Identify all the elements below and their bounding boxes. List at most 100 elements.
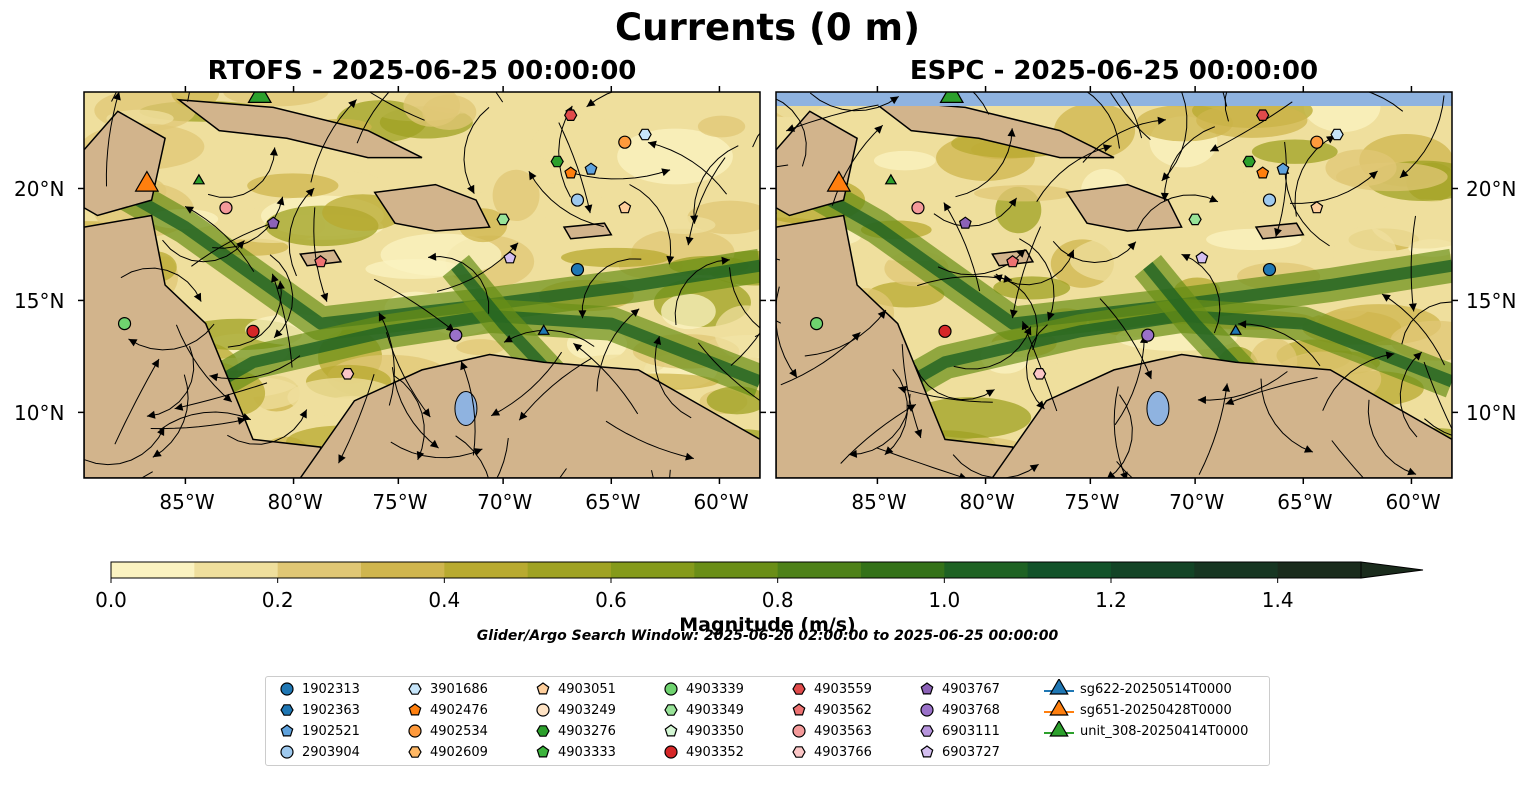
streamline-arrow <box>1102 144 1112 152</box>
colorbar-tick-label: 0.4 <box>428 588 461 612</box>
streamline-arrow <box>761 399 770 407</box>
legend-marker <box>536 703 550 717</box>
float-marker <box>911 201 925 215</box>
legend-marker <box>1049 721 1069 737</box>
streamline <box>463 107 490 194</box>
streamline-arrow <box>721 256 730 265</box>
colorbar-segment <box>444 562 529 578</box>
legend-label: 4903249 <box>558 702 616 718</box>
legend-label: 4903768 <box>942 702 1000 718</box>
colorbar-segment <box>527 562 612 578</box>
streamline-arrow <box>460 361 468 371</box>
streamline <box>227 409 308 445</box>
float-marker <box>884 173 898 185</box>
colorbar-extend-arrow <box>1360 561 1424 579</box>
streamline <box>128 323 215 351</box>
legend-label: 4902476 <box>430 702 488 718</box>
triangle-marker-icon <box>1044 679 1074 695</box>
streamline <box>1322 353 1395 411</box>
magnitude-patch <box>198 268 241 323</box>
map-panel-rtofs <box>78 11 770 484</box>
streamline <box>378 312 395 406</box>
float-marker <box>266 216 280 229</box>
streamline-arrow <box>348 99 357 109</box>
colorbar-segment <box>611 562 695 578</box>
pentagon-marker-icon <box>408 703 422 716</box>
streamline <box>313 207 328 302</box>
streamline <box>146 346 195 417</box>
streamline-arrow <box>274 329 283 338</box>
streamline-arrow <box>269 147 278 156</box>
legend-marker <box>792 683 806 695</box>
streamline <box>159 411 251 431</box>
magnitude-patch <box>560 247 670 268</box>
streamline <box>1086 92 1120 149</box>
colorbar-segment <box>1027 562 1112 578</box>
streamline-arrow <box>276 196 285 206</box>
streamline-arrow <box>1385 351 1395 360</box>
streamline-arrow <box>985 389 995 397</box>
lon-label: 70°W <box>1169 490 1225 514</box>
legend-label: 4903339 <box>686 681 744 697</box>
colorbar-segment <box>277 562 362 578</box>
magnitude-patch <box>1251 139 1338 164</box>
pentagon-marker-icon <box>536 682 550 695</box>
legend-label: 4903350 <box>686 723 744 739</box>
streamline-arrow <box>1238 320 1247 329</box>
streamline-arrow <box>1120 471 1128 478</box>
float-marker <box>340 368 355 380</box>
legend-entry: sg651-20250428T0000 <box>1044 700 1232 720</box>
streamline <box>780 331 861 386</box>
streamline <box>573 342 639 415</box>
circle-marker-icon <box>920 703 934 717</box>
streamline-arrow <box>666 255 675 265</box>
legend-entry: 4903352 <box>662 742 744 762</box>
magnitude-patch <box>1335 162 1448 192</box>
legend-entry: sg622-20250514T0000 <box>1044 679 1232 699</box>
streamline <box>174 382 268 410</box>
lake-maracaibo <box>454 391 478 427</box>
legend-marker <box>792 703 806 716</box>
streamline-arrow <box>1008 197 1017 207</box>
streamline <box>490 351 563 417</box>
streamline <box>953 326 1032 370</box>
lon-label: 60°W <box>1385 490 1441 514</box>
lat-label-10-left: 10°N <box>14 401 65 425</box>
streamline-arrow <box>1127 241 1136 251</box>
streamline <box>693 145 739 224</box>
legend-entry: 4903276 <box>534 721 616 741</box>
streamline <box>972 92 990 115</box>
streamline <box>629 184 672 265</box>
legend-label: 3901686 <box>430 681 488 697</box>
legend-entry: 4903766 <box>790 742 872 762</box>
streamline-arrow <box>1505 432 1514 440</box>
map-content-left <box>84 11 770 478</box>
streamline <box>993 275 1038 351</box>
legend-label: 4902534 <box>430 723 488 739</box>
legend-label: 6903727 <box>942 744 1000 760</box>
float-marker <box>1229 324 1242 335</box>
float-marker <box>938 324 952 338</box>
float-marker <box>618 135 632 149</box>
streamline-arrow <box>407 69 416 77</box>
streamline <box>558 105 573 198</box>
streamline <box>84 426 165 466</box>
streamline <box>1224 92 1229 122</box>
legend-entry: 4902476 <box>406 700 488 720</box>
panel-title-espc: ESPC - 2025-06-25 00:00:00 <box>909 56 1319 86</box>
legend-marker <box>920 725 934 737</box>
streamline <box>1164 126 1215 202</box>
streamline <box>518 357 592 421</box>
magnitude-patch <box>422 94 477 130</box>
float-marker <box>1141 328 1155 342</box>
streamline <box>1181 253 1221 334</box>
legend-marker <box>664 745 678 759</box>
streamline <box>191 221 277 267</box>
streamline <box>1275 141 1287 237</box>
streamline-arrow <box>1144 370 1152 380</box>
legend-label: 1902521 <box>302 723 360 739</box>
legend-marker <box>280 682 294 696</box>
magnitude-patch <box>1236 187 1322 212</box>
streamline-arrow <box>211 11 218 20</box>
colorbar-segment <box>1277 562 1362 578</box>
